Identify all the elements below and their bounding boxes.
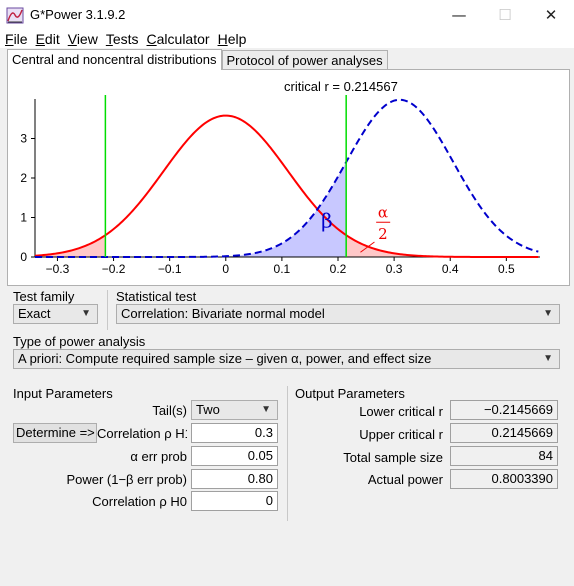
actual-power-label: Actual power <box>367 472 443 487</box>
x-tick-label: 0.1 <box>274 262 291 276</box>
x-tick-label: 0.4 <box>442 262 459 276</box>
divider <box>287 386 288 521</box>
menu-file[interactable]: File <box>5 30 28 47</box>
y-tick-label: 2 <box>20 171 27 185</box>
x-tick-label: 0.5 <box>498 262 515 276</box>
total-sample-size-label: Total sample size <box>343 450 443 465</box>
statistical-test-value: Correlation: Bivariate normal model <box>121 306 325 321</box>
chart-title: critical r = 0.214567 <box>284 79 398 94</box>
menu-bar: File Edit View Tests Calculator Help <box>0 29 574 48</box>
chevron-down-icon: ▼ <box>81 308 91 319</box>
menu-help[interactable]: Help <box>217 30 247 47</box>
alpha-err-prob-label: α err prob <box>130 449 187 464</box>
x-tick-label: −0.3 <box>46 262 70 276</box>
power-analysis-value: A priori: Compute required sample size –… <box>18 351 432 366</box>
x-tick-label: 0 <box>222 262 229 276</box>
menu-calculator[interactable]: Calculator <box>146 30 210 47</box>
y-tick-label: 3 <box>20 132 27 146</box>
output-parameters-header: Output Parameters <box>295 386 405 401</box>
alpha-pointer <box>360 241 375 253</box>
chevron-down-icon: ▼ <box>543 308 553 319</box>
menu-edit[interactable]: Edit <box>35 30 60 47</box>
x-tick-label: −0.2 <box>102 262 126 276</box>
x-tick-label: −0.1 <box>158 262 182 276</box>
window-title: G*Power 3.1.9.2 <box>30 7 126 22</box>
correlation-h1-input[interactable]: 0.3 <box>191 423 278 443</box>
test-family-label: Test family <box>13 289 75 304</box>
tails-select[interactable]: Two ▼ <box>191 400 278 420</box>
distribution-chart: −0.3 −0.2 −0.1 0 0.1 0.2 0.3 0.4 0.5 0 1 2 3 β α 2 <box>20 95 540 276</box>
x-tick-label: 0.2 <box>330 262 347 276</box>
total-sample-size-value: 84 <box>450 446 558 466</box>
upper-critical-r-label: Upper critical r <box>359 427 443 442</box>
maximize-button[interactable]: ☐ <box>498 5 512 24</box>
alpha-region-lower <box>35 235 106 257</box>
beta-region <box>105 163 347 257</box>
correlation-h0-label: Correlation ρ H0 <box>92 494 187 509</box>
chevron-down-icon: ▼ <box>261 404 271 415</box>
h1-distribution-curve <box>35 98 539 258</box>
test-family-select[interactable]: Exact ▼ <box>13 304 98 324</box>
menu-view[interactable]: View <box>67 30 98 47</box>
tails-label: Tail(s) <box>152 403 187 418</box>
tab-distributions[interactable]: Central and noncentral distributions <box>7 49 222 70</box>
input-parameters-header: Input Parameters <box>13 386 113 401</box>
alpha-err-prob-input[interactable]: 0.05 <box>191 446 278 466</box>
upper-critical-r-value: 0.2145669 <box>450 423 558 443</box>
actual-power-value: 0.8003390 <box>450 469 558 489</box>
view-tabs: Central and noncentral distributions Pro… <box>7 49 388 70</box>
y-tick-label: 1 <box>20 211 27 225</box>
title-bar: G*Power 3.1.9.2 — ☐ ✕ <box>0 0 574 29</box>
power-label: Power (1−β err prob) <box>66 472 187 487</box>
alpha-region-upper <box>346 235 540 257</box>
power-analysis-select[interactable]: A priori: Compute required sample size –… <box>13 349 560 369</box>
tails-value: Two <box>196 402 220 417</box>
chevron-down-icon: ▼ <box>543 353 553 364</box>
correlation-h1-label: Correlation ρ H1 <box>97 426 187 441</box>
determine-button[interactable]: Determine => <box>13 423 97 443</box>
close-button[interactable]: ✕ <box>544 5 558 24</box>
beta-annotation: β <box>321 208 333 232</box>
alpha-annotation-numerator: α <box>378 204 388 222</box>
gpower-app-icon <box>6 7 24 23</box>
plot-area <box>35 99 540 257</box>
power-analysis-label: Type of power analysis <box>13 334 146 349</box>
divider <box>107 290 108 330</box>
x-tick-label: 0.3 <box>386 262 403 276</box>
lower-critical-r-value: −0.2145669 <box>450 400 558 420</box>
tab-protocol[interactable]: Protocol of power analyses <box>221 50 388 70</box>
lower-critical-r-label: Lower critical r <box>359 404 443 419</box>
power-input[interactable]: 0.80 <box>191 469 278 489</box>
alpha-annotation-denominator: 2 <box>378 225 388 243</box>
y-tick-label: 0 <box>20 250 27 264</box>
statistical-test-select[interactable]: Correlation: Bivariate normal model ▼ <box>116 304 560 324</box>
menu-tests[interactable]: Tests <box>105 30 139 47</box>
statistical-test-label: Statistical test <box>116 289 197 304</box>
minimize-button[interactable]: — <box>451 5 467 24</box>
correlation-h0-input[interactable]: 0 <box>191 491 278 511</box>
h0-distribution-curve <box>34 114 539 258</box>
test-family-value: Exact <box>18 306 51 321</box>
